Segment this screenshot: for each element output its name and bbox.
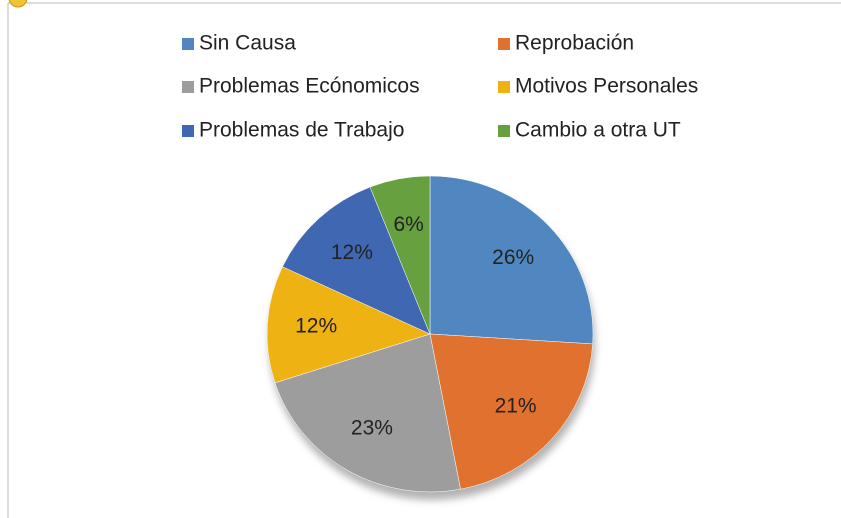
- pie-slice: [274, 333, 461, 493]
- legend-swatch: [182, 81, 194, 93]
- legend-label: Sin Causa: [199, 32, 296, 55]
- legend-swatch: [498, 125, 510, 137]
- legend-label: Problemas de Trabajo: [199, 119, 404, 142]
- data-label: 6%: [393, 213, 423, 236]
- legend-swatch: [498, 38, 510, 50]
- legend-swatch: [498, 81, 510, 93]
- legend-label: Reprobación: [515, 32, 634, 55]
- legend-label: Problemas Ecónomicos: [199, 75, 420, 98]
- data-label: 21%: [495, 395, 537, 418]
- legend-label: Motivos Personales: [515, 75, 698, 98]
- pie-slice: [429, 333, 593, 490]
- pie-slice: [282, 186, 431, 335]
- legend-swatch: [182, 125, 194, 137]
- data-label: 26%: [492, 246, 534, 269]
- data-label: 12%: [331, 241, 373, 264]
- pie-slice: [266, 266, 431, 384]
- pie-slice: [369, 175, 431, 335]
- pie-slice: [429, 175, 594, 345]
- corner-icon: [8, 0, 28, 8]
- data-label: 23%: [351, 417, 393, 440]
- legend-label: Cambio a otra UT: [515, 119, 681, 142]
- data-label: 12%: [295, 315, 337, 338]
- legend-swatch: [182, 38, 194, 50]
